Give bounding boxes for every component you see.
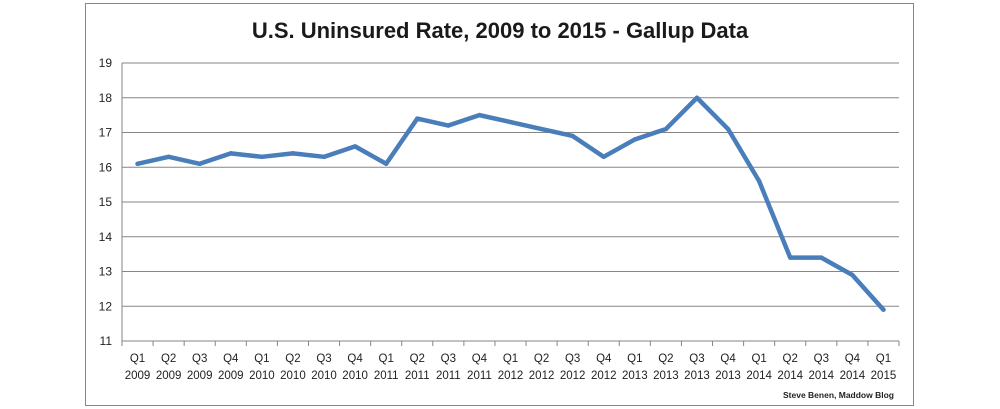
x-tick-quarter: Q4 bbox=[472, 353, 488, 365]
x-tick-quarter: Q1 bbox=[751, 353, 766, 365]
credit-text: Steve Benen, Maddow Blog bbox=[783, 390, 894, 400]
x-tick-quarter: Q1 bbox=[876, 353, 891, 365]
y-tick-label: 15 bbox=[99, 195, 113, 209]
x-tick-quarter: Q1 bbox=[379, 353, 394, 365]
data-point bbox=[788, 255, 793, 260]
data-point bbox=[819, 255, 824, 260]
x-tick-labels: Q1 2009 Q2 2009 Q3 2009 Q4 2009 Q1 2010 Q2 2010 Q3 20… bbox=[125, 353, 897, 382]
x-tick-quarter: Q1 bbox=[503, 353, 518, 365]
x-tick-year: 2009 bbox=[187, 370, 213, 382]
x-tick-year: 2010 bbox=[249, 370, 275, 382]
data-point bbox=[259, 154, 265, 160]
data-point bbox=[725, 126, 731, 132]
x-tick-quarter: Q1 bbox=[130, 353, 145, 365]
x-tick-year: 2012 bbox=[529, 370, 555, 382]
x-tick-year: 2009 bbox=[218, 370, 244, 382]
data-point bbox=[415, 116, 420, 121]
x-tick-year: 2009 bbox=[156, 370, 182, 382]
x-tick-year: 2014 bbox=[746, 370, 772, 382]
x-tick-quarter: Q3 bbox=[441, 353, 456, 365]
x-tick-year: 2014 bbox=[840, 370, 866, 382]
data-point bbox=[850, 272, 855, 278]
x-tick-year: 2013 bbox=[715, 370, 741, 382]
series-layer bbox=[135, 95, 886, 312]
x-tick-quarter: Q4 bbox=[596, 353, 612, 365]
x-tick-quarter: Q3 bbox=[192, 353, 207, 365]
x-tick-year: 2013 bbox=[684, 370, 710, 382]
chart-title: U.S. Uninsured Rate, 2009 to 2015 - Gall… bbox=[252, 18, 749, 43]
chart-frame: U.S. Uninsured Rate, 2009 to 2015 - Gall… bbox=[85, 3, 914, 406]
x-tick-year: 2015 bbox=[871, 370, 897, 382]
x-tick-year: 2009 bbox=[125, 370, 151, 382]
y-tick-label: 16 bbox=[99, 160, 113, 174]
x-tick-quarter: Q2 bbox=[534, 353, 549, 365]
x-tick-quarter: Q2 bbox=[285, 353, 300, 365]
x-tick-year: 2014 bbox=[777, 370, 803, 382]
data-point bbox=[166, 154, 171, 160]
chart-svg: U.S. Uninsured Rate, 2009 to 2015 - Gall… bbox=[99, 18, 900, 400]
x-tick-quarter: Q2 bbox=[783, 353, 798, 365]
x-tick-quarter: Q4 bbox=[223, 353, 239, 365]
data-point bbox=[756, 178, 762, 184]
x-tick-quarter: Q3 bbox=[316, 353, 331, 365]
y-tick-label: 18 bbox=[99, 91, 113, 105]
x-tick-year: 2013 bbox=[622, 370, 648, 382]
data-point bbox=[352, 144, 358, 149]
data-point bbox=[290, 151, 296, 156]
x-tick-year: 2012 bbox=[591, 370, 617, 382]
data-point bbox=[632, 137, 638, 142]
series-line bbox=[135, 95, 886, 312]
data-point bbox=[135, 161, 140, 166]
x-tick-year: 2013 bbox=[653, 370, 679, 382]
y-tick-labels: 11 12 13 14 15 16 17 18 19 bbox=[99, 56, 113, 348]
x-tick-quarter: Q3 bbox=[689, 353, 704, 365]
y-tick-label: 14 bbox=[99, 230, 113, 244]
data-point bbox=[694, 95, 700, 100]
x-tick-quarter: Q1 bbox=[254, 353, 269, 365]
x-tick-year: 2012 bbox=[560, 370, 586, 382]
x-tick-quarter: Q4 bbox=[845, 353, 861, 365]
x-tick-year: 2011 bbox=[374, 370, 399, 382]
data-point bbox=[570, 133, 575, 139]
x-tick-quarter: Q2 bbox=[658, 353, 673, 365]
y-tick-label: 13 bbox=[99, 265, 113, 279]
data-point bbox=[539, 126, 544, 132]
data-point bbox=[321, 154, 327, 160]
y-tick-label: 11 bbox=[100, 334, 113, 348]
x-tick-year: 2011 bbox=[467, 370, 492, 382]
x-tick-quarter: Q4 bbox=[347, 353, 363, 365]
x-tick-year: 2011 bbox=[436, 370, 461, 382]
data-point bbox=[383, 161, 389, 166]
data-point bbox=[228, 151, 233, 156]
x-tick-quarter: Q3 bbox=[814, 353, 829, 365]
data-point bbox=[477, 112, 482, 118]
x-tick-year: 2011 bbox=[405, 370, 430, 382]
y-tick-label: 12 bbox=[99, 299, 113, 313]
x-tick-year: 2012 bbox=[498, 370, 524, 382]
x-tick-quarter: Q4 bbox=[720, 353, 736, 365]
x-tick-year: 2010 bbox=[342, 370, 368, 382]
data-point bbox=[601, 154, 606, 160]
y-tick-label: 17 bbox=[99, 126, 113, 140]
x-tick-year: 2010 bbox=[280, 370, 306, 382]
data-point bbox=[881, 307, 886, 312]
x-tick-year: 2014 bbox=[809, 370, 835, 382]
x-tick-quarter: Q3 bbox=[565, 353, 580, 365]
x-tick-quarter: Q1 bbox=[627, 353, 642, 365]
data-point bbox=[663, 126, 669, 132]
data-point bbox=[197, 161, 202, 166]
data-point bbox=[446, 123, 451, 128]
x-tick-quarter: Q2 bbox=[161, 353, 176, 365]
grid-lines bbox=[122, 62, 899, 307]
axes bbox=[121, 63, 900, 346]
y-tick-label: 19 bbox=[99, 56, 113, 70]
x-tick-quarter: Q2 bbox=[410, 353, 425, 365]
data-point bbox=[508, 119, 513, 125]
x-tick-year: 2010 bbox=[311, 370, 337, 382]
